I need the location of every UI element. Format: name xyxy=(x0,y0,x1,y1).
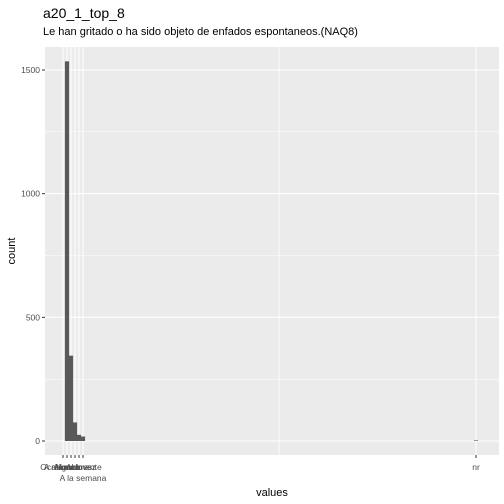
x-tick-label: Ocasionalmente xyxy=(40,462,102,472)
x-axis-title: values xyxy=(256,487,288,499)
bar xyxy=(473,440,479,441)
chart-title: a20_1_top_8 xyxy=(43,5,125,21)
x-tick-label: Al mes xyxy=(66,462,92,472)
y-tick-label: 0 xyxy=(35,436,40,446)
x-tick-label: Nunca xyxy=(55,462,80,472)
chart-subtitle: Le han gritado o ha sido objeto de enfad… xyxy=(43,26,358,38)
bar xyxy=(68,355,74,441)
bar xyxy=(72,422,78,441)
y-axis: 0 500 1000 1500 xyxy=(21,65,45,446)
grid-lines xyxy=(45,7,499,455)
bars xyxy=(64,61,479,442)
y-axis-title: count xyxy=(6,238,18,265)
bar xyxy=(64,61,70,442)
x-tick-label: Alguna vez xyxy=(54,462,96,472)
y-tick-label: 1500 xyxy=(21,65,40,75)
bar xyxy=(76,434,82,441)
x-tick-label: A la semana xyxy=(60,473,107,483)
y-tick-label: 1000 xyxy=(21,189,40,199)
bar xyxy=(80,436,86,441)
x-tick-label: A menudo xyxy=(44,462,83,472)
x-tick-label: nr xyxy=(472,462,480,472)
y-tick-label: 500 xyxy=(26,312,40,322)
plot-panel xyxy=(45,47,499,455)
